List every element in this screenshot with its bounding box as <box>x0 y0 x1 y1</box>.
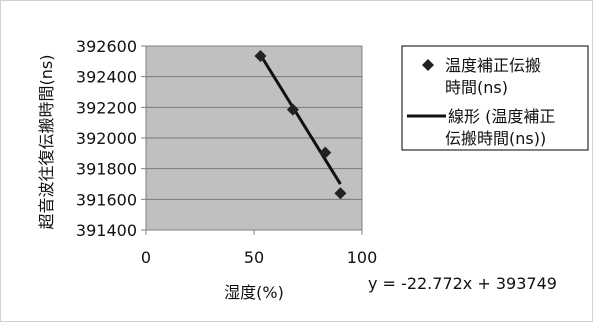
trendline <box>259 54 342 185</box>
y-tick-label: 392400 <box>76 68 137 87</box>
legend-marker-label-line2: 時間(ns) <box>445 78 508 97</box>
legend-marker-diamond <box>422 59 434 71</box>
x-tick-label: 0 <box>141 248 151 267</box>
legend-line-label-line1: 線形 (温度補正 <box>448 107 555 126</box>
grid-lines <box>146 76 362 200</box>
data-point <box>286 103 299 116</box>
legend-marker-label-line1: 温度補正伝搬 <box>445 56 541 75</box>
y-axis-ticks: 391400 391600 391800 392000 392200 392400 3926… <box>76 37 146 240</box>
data-point <box>334 187 347 200</box>
legend: 温度補正伝搬 時間(ns) 線形 (温度補正 伝搬時間(ns)) <box>401 45 589 151</box>
y-tick-label: 391600 <box>76 190 137 209</box>
y-tick-label: 391800 <box>76 160 137 179</box>
legend-box <box>401 45 589 151</box>
y-tick-label: 392600 <box>76 37 137 56</box>
data-points <box>254 49 347 200</box>
legend-line-label-line2: 伝搬時間(ns)) <box>445 129 546 148</box>
y-tick-label: 391400 <box>76 221 137 240</box>
y-axis-title: 超音波往復伝搬時間(ns) <box>37 55 56 230</box>
data-point <box>254 49 267 62</box>
x-tick-label: 100 <box>347 248 378 267</box>
x-tick-label: 50 <box>244 248 264 267</box>
y-tick-label: 392000 <box>76 129 137 148</box>
y-tick-label: 392200 <box>76 98 137 117</box>
x-axis-title: 湿度(%) <box>224 283 284 302</box>
data-point <box>319 146 332 159</box>
trendline-equation: y = -22.772x + 393749 <box>368 274 557 293</box>
x-axis-ticks: 0 50 100 <box>141 230 377 267</box>
